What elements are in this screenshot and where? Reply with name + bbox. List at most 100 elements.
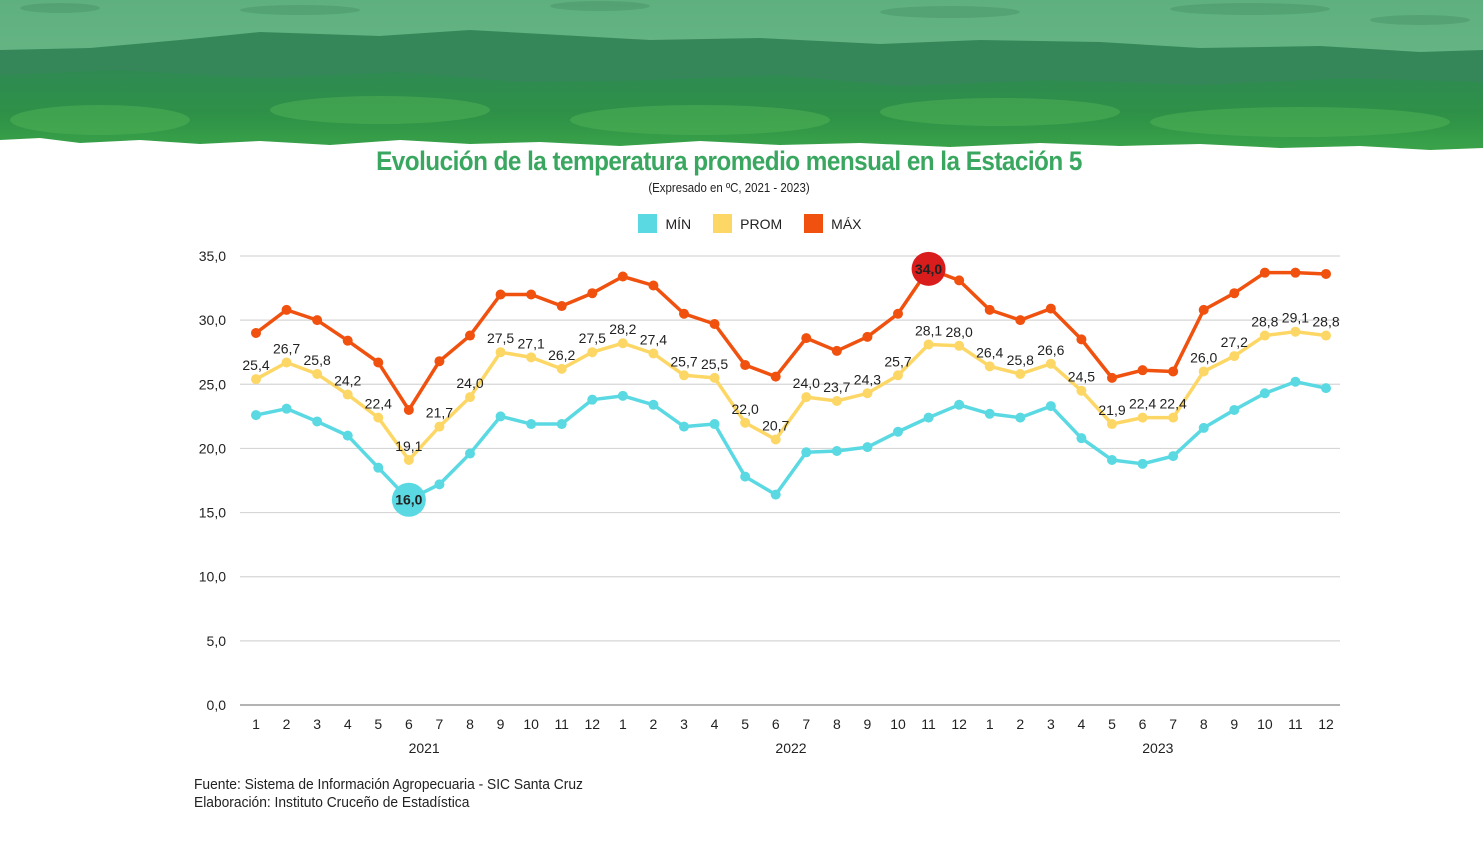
- x-tick-label: 6: [772, 716, 780, 732]
- data-point: [862, 331, 873, 342]
- data-label: 24,0: [456, 375, 483, 391]
- chart-subtitle: (Expresado en ºC, 2021 - 2023): [648, 180, 810, 195]
- data-point: [923, 412, 934, 423]
- legend-label-prom: PROM: [740, 215, 783, 232]
- legend-item-prom[interactable]: PROM: [713, 214, 782, 233]
- data-point: [1198, 304, 1209, 315]
- data-label: 25,7: [884, 353, 911, 369]
- data-point: [587, 394, 598, 405]
- legend-item-max[interactable]: MÁX: [804, 214, 862, 233]
- data-point: [1015, 315, 1026, 326]
- data-point: [312, 315, 323, 326]
- data-point: [1259, 388, 1270, 399]
- data-point: [617, 338, 628, 349]
- x-group-label: 2021: [409, 740, 440, 756]
- x-tick-label: 8: [1200, 716, 1208, 732]
- data-point: [1045, 358, 1056, 369]
- x-tick-label: 6: [1139, 716, 1147, 732]
- data-point: [1076, 433, 1087, 444]
- x-tick-label: 10: [890, 716, 906, 732]
- data-point: [342, 389, 353, 400]
- data-point: [648, 280, 659, 291]
- data-point: [403, 454, 414, 465]
- series-line-2: [254, 267, 1327, 412]
- legend-swatch-min: [638, 214, 658, 233]
- x-tick-label: 9: [864, 716, 872, 732]
- data-point: [1076, 334, 1087, 345]
- data-point: [281, 304, 292, 315]
- data-point: [770, 434, 781, 445]
- x-group-label: 2022: [775, 740, 806, 756]
- data-point: [526, 419, 537, 430]
- data-point: [1229, 404, 1240, 415]
- data-point: [312, 416, 323, 427]
- data-point: [1137, 365, 1148, 376]
- data-point: [1107, 372, 1117, 383]
- data-point: [373, 462, 384, 473]
- highlight-marker: [911, 251, 946, 286]
- data-label: 26,2: [548, 347, 575, 363]
- data-point: [1137, 412, 1148, 423]
- x-tick-label: 7: [802, 716, 810, 732]
- data-point: [709, 318, 720, 329]
- data-point: [1076, 385, 1087, 396]
- data-label: 27,1: [518, 335, 545, 351]
- x-tick-label: 11: [1288, 716, 1303, 732]
- data-point: [831, 445, 842, 456]
- data-label: 21,7: [426, 405, 453, 421]
- y-tick-label: 15,0: [199, 505, 226, 521]
- data-point: [281, 357, 292, 368]
- data-label: 26,6: [1037, 342, 1064, 358]
- data-point: [251, 374, 261, 385]
- y-tick-label: 0,0: [207, 697, 227, 713]
- data-point: [526, 289, 537, 300]
- data-point: [770, 371, 781, 382]
- highlight-marker: [391, 482, 426, 517]
- data-point: [709, 372, 720, 383]
- x-tick-label: 2: [650, 716, 658, 732]
- x-tick-label: 3: [680, 716, 688, 732]
- data-label: 27,5: [579, 330, 606, 346]
- data-label: 26,4: [976, 344, 1003, 360]
- x-tick-label: 1: [619, 716, 627, 732]
- data-point: [495, 347, 506, 358]
- data-point: [434, 421, 445, 432]
- y-tick-label: 25,0: [199, 376, 226, 392]
- data-point: [893, 426, 903, 437]
- data-point: [312, 369, 323, 380]
- legend-label-min: MÍN: [665, 215, 692, 232]
- data-point: [434, 356, 445, 367]
- data-label: 25,7: [670, 353, 697, 369]
- data-label: 26,0: [1190, 349, 1217, 365]
- data-point: [556, 363, 567, 374]
- data-point: [709, 419, 720, 430]
- legend-item-min[interactable]: MÍN: [638, 214, 691, 233]
- y-axis: 0,0 5,0 10,0 15,0 20,0 25,0 30,0 35,0: [199, 248, 226, 713]
- x-tick-label: 10: [523, 716, 539, 732]
- data-point: [831, 345, 842, 356]
- data-label: 21,9: [1098, 402, 1125, 418]
- data-point: [679, 421, 689, 432]
- data-label: 27,2: [1221, 334, 1248, 350]
- legend-swatch-max: [804, 214, 824, 233]
- data-point: [1259, 267, 1270, 278]
- data-point: [740, 360, 751, 371]
- data-point: [617, 271, 628, 282]
- x-tick-label: 4: [344, 716, 352, 732]
- data-label: 28,8: [1312, 314, 1339, 330]
- data-point: [465, 392, 475, 403]
- data-point: [587, 288, 598, 299]
- data-label: 28,8: [1251, 314, 1278, 330]
- data-point: [1015, 412, 1026, 423]
- data-point: [923, 339, 934, 350]
- x-tick-label: 10: [1257, 716, 1273, 732]
- data-label: 28,0: [946, 324, 973, 340]
- data-point: [1259, 330, 1270, 341]
- data-label: 29,1: [1282, 310, 1309, 326]
- data-point: [1015, 369, 1026, 380]
- data-label: 22,4: [1160, 396, 1187, 412]
- data-point: [862, 442, 873, 453]
- data-point: [1137, 458, 1148, 469]
- highlight-label: 16,0: [395, 492, 422, 508]
